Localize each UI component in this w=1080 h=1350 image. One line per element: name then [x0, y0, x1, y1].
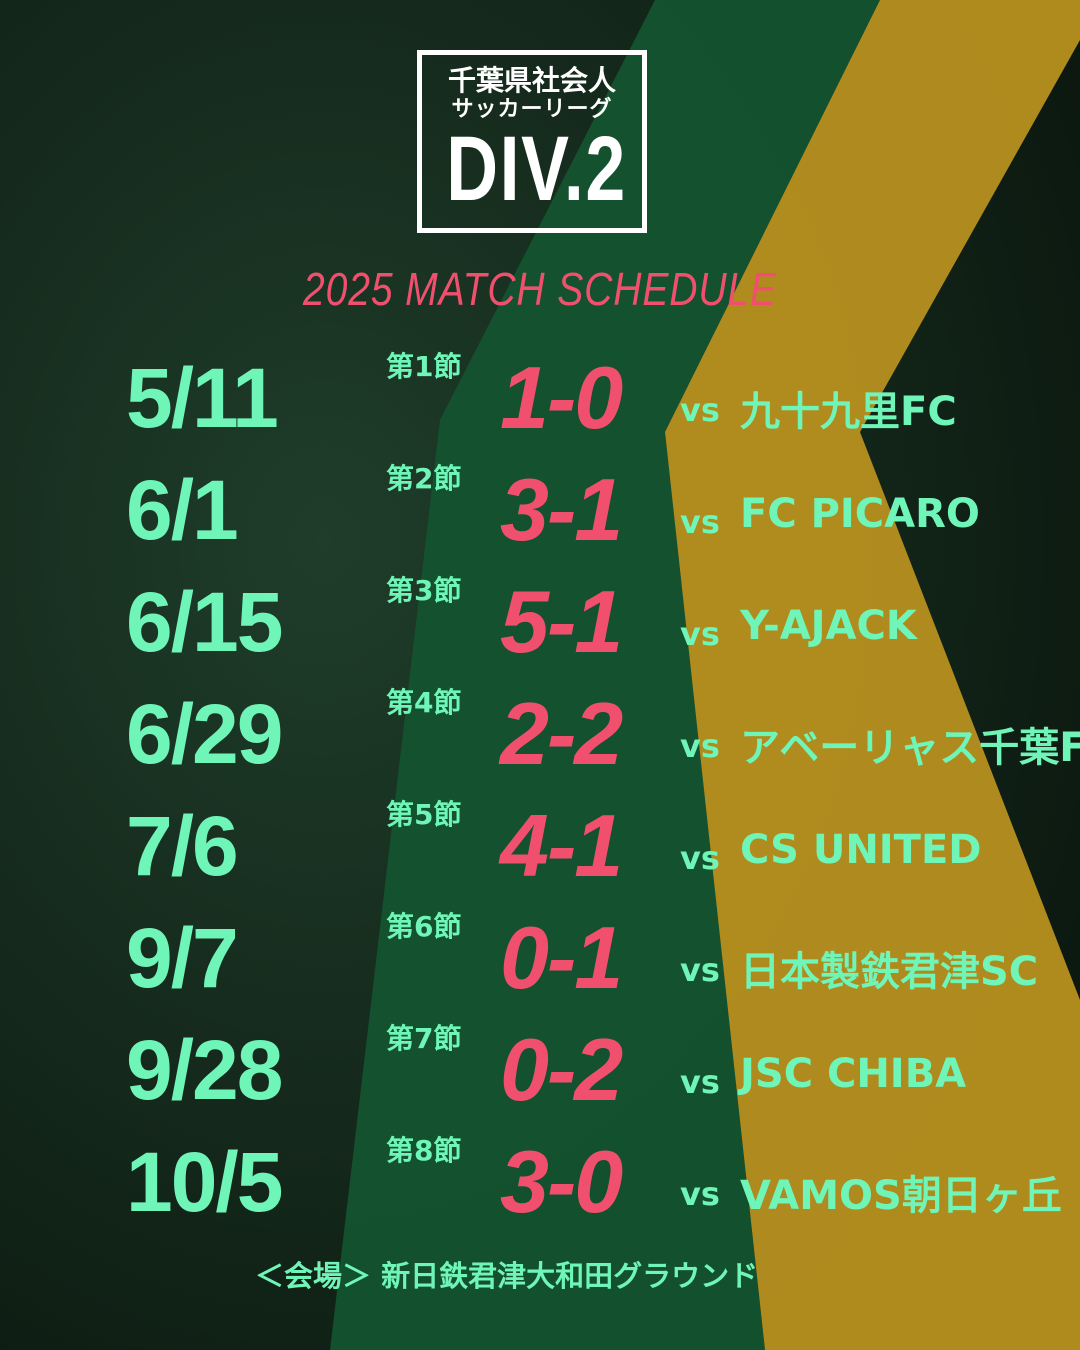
opponent-name: VAMOS朝日ヶ丘 [740, 1173, 1062, 1219]
match-row: 5/11 第1節 1-0 vs 九十九里FC [0, 345, 1080, 457]
vs-label: vs [680, 1063, 720, 1101]
vs-label: vs [680, 1175, 720, 1213]
schedule-title: 2025 MATCH SCHEDULE [303, 263, 777, 315]
match-date: 10/5 [126, 1135, 283, 1229]
gold-band [665, 0, 1080, 1350]
venue: ＜会場＞ 新日鉄君津大和田グラウンド [255, 1259, 759, 1293]
match-round: 第6節 [386, 910, 462, 943]
vs-label: vs [680, 503, 720, 541]
match-round: 第4節 [386, 686, 462, 719]
match-date: 7/6 [126, 799, 239, 893]
match-score: 4-1 [500, 796, 623, 895]
vs-label: vs [680, 391, 720, 429]
logo-league-name: 千葉県社会人 [447, 64, 616, 97]
match-score: 5-1 [500, 572, 623, 671]
match-date: 9/28 [126, 1023, 283, 1117]
opponent-name: Y-AJACK [740, 603, 917, 649]
match-date: 5/11 [126, 351, 279, 445]
match-score: 1-0 [500, 348, 623, 447]
match-date: 6/15 [126, 575, 283, 669]
opponent-name: アベーリャス千葉FC [740, 725, 1080, 771]
match-row: 6/29 第4節 2-2 vs アベーリャス千葉FC [0, 681, 1080, 793]
match-row: 10/5 第8節 3-0 vs VAMOS朝日ヶ丘 [0, 1129, 1080, 1241]
match-row: 9/7 第6節 0-1 vs 日本製鉄君津SC [0, 905, 1080, 1017]
logo-division: DIV.2 [446, 118, 627, 220]
match-row: 6/15 第3節 5-1 vs Y-AJACK [0, 569, 1080, 681]
match-round: 第7節 [386, 1022, 462, 1055]
match-round: 第3節 [386, 574, 462, 607]
match-date: 6/1 [126, 463, 239, 557]
match-score: 0-2 [500, 1020, 623, 1119]
match-row: 7/6 第5節 4-1 vs CS UNITED [0, 793, 1080, 905]
match-score: 0-1 [500, 908, 623, 1007]
match-row: 6/1 第2節 3-1 vs FC PICARO [0, 457, 1080, 569]
vs-label: vs [680, 951, 720, 989]
opponent-name: 九十九里FC [740, 389, 957, 435]
match-round: 第1節 [386, 350, 462, 383]
opponent-name: 日本製鉄君津SC [740, 949, 1039, 995]
vs-label: vs [680, 839, 720, 877]
match-date: 9/7 [126, 911, 239, 1005]
match-round: 第2節 [386, 462, 462, 495]
vs-label: vs [680, 727, 720, 765]
opponent-name: FC PICARO [740, 491, 980, 537]
match-row: 9/28 第7節 0-2 vs JSC CHIBA [0, 1017, 1080, 1129]
logo-league-type: サッカーリーグ [451, 97, 613, 122]
match-score: 2-2 [500, 684, 623, 783]
match-date: 6/29 [126, 687, 283, 781]
match-score: 3-1 [500, 460, 623, 559]
opponent-name: CS UNITED [740, 827, 982, 873]
match-round: 第5節 [386, 798, 462, 831]
league-logo: 千葉県社会人 サッカーリーグ DIV.2 [417, 50, 647, 233]
vs-label: vs [680, 615, 720, 653]
green-band [330, 0, 880, 1350]
match-score: 3-0 [500, 1132, 623, 1231]
match-round: 第8節 [386, 1134, 462, 1167]
opponent-name: JSC CHIBA [740, 1051, 967, 1097]
